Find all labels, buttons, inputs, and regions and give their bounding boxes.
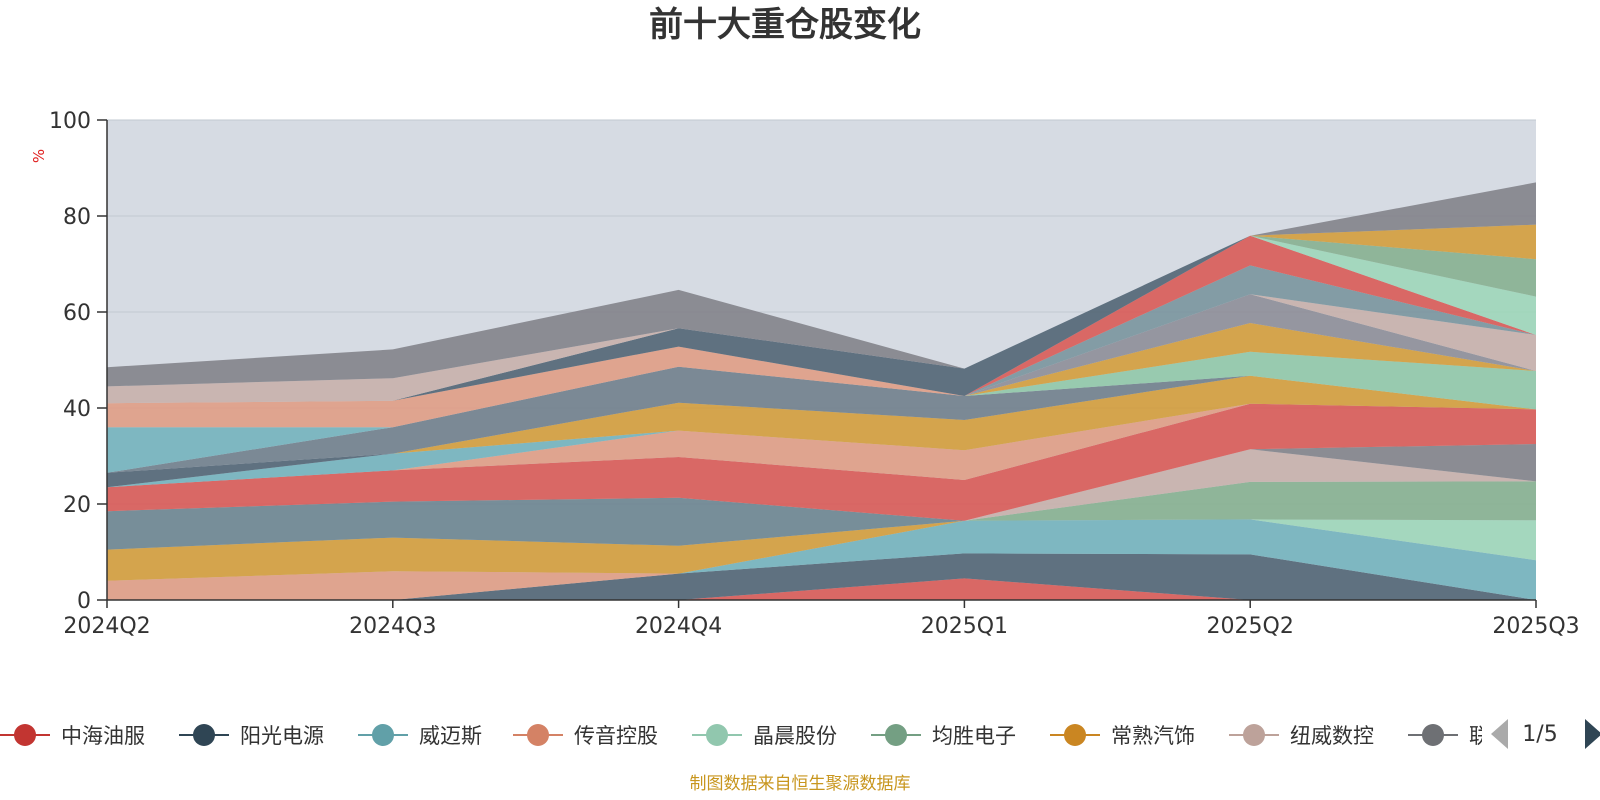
x-tick-label: 2025Q3 [1492,614,1579,639]
legend-item-2[interactable]: 阳光电源 [179,724,324,748]
series-area-30[interactable] [107,182,1536,387]
legend-label: 中海油服 [61,724,145,748]
series-area-6[interactable] [107,481,1536,581]
legend-marker-icon [527,724,549,746]
series-area-19[interactable] [107,294,1536,473]
legend-marker-icon [1422,724,1444,746]
legend-marker-icon [372,724,394,746]
legend-label: 晶晨股份 [753,724,837,748]
legend-label: 联 [1469,724,1490,748]
legend-label: 常熟汽饰 [1111,724,1195,748]
legend-marker-icon [193,724,215,746]
legend-item-6[interactable]: 均胜电子 [871,724,1016,748]
legend-label: 阳光电源 [240,724,324,748]
chart-title: 前十大重仓股变化 [649,5,921,45]
y-tick-label: 100 [49,109,91,134]
legend-prev-page-icon[interactable] [1491,719,1508,749]
legend-item-4[interactable]: 传音控股 [513,724,658,748]
plot-area [107,119,1536,600]
x-tick-label: 2024Q2 [63,614,150,639]
series-area-10[interactable] [107,444,1536,550]
legend-item-1[interactable]: 中海油服 [0,724,145,748]
legend: 中海油服 阳光电源 威迈斯 传音控股 晶晨股份 均胜电子 常熟汽饰 纽威数控 联 [0,724,1490,748]
legend-label: 均胜电子 [932,724,1016,748]
y-tick-label: 40 [63,397,91,422]
legend-marker-icon [885,724,907,746]
legend-marker-icon [706,724,728,746]
series-area-18[interactable] [107,323,1536,473]
legend-marker-icon [1064,724,1086,746]
series-area-17[interactable] [107,351,1536,473]
y-tick-label: 60 [63,301,91,326]
x-tick-label: 2025Q2 [1207,614,1294,639]
legend-label: 传音控股 [574,724,658,748]
legend-pager: 1/5 [1491,719,1600,749]
data-source-note: 制图数据来自恒生聚源数据库 [690,774,911,794]
series-area-28[interactable] [107,224,1536,404]
y-tick-label: 0 [77,589,91,614]
legend-item-7[interactable]: 常熟汽饰 [1050,724,1195,748]
series-area-16[interactable] [107,366,1536,473]
legend-marker-icon [1243,724,1265,746]
axes: 0 20 40 60 80 100 2024Q2 2024Q3 2024Q4 2025Q1 2025… [49,109,1580,639]
series-area-27[interactable] [107,235,1536,404]
y-tick-label: 20 [63,493,91,518]
legend-item-5[interactable]: 晶晨股份 [692,724,837,748]
series-area-26[interactable] [107,235,1536,404]
series-area-9[interactable] [107,444,1536,550]
series-area-7[interactable] [107,481,1536,581]
x-tick-label: 2025Q1 [921,614,1008,639]
y-tick-label: 80 [63,205,91,230]
series-area-12[interactable] [107,403,1536,488]
legend-item-8[interactable]: 纽威数控 [1229,724,1374,748]
legend-item-3[interactable]: 威迈斯 [358,724,482,748]
legend-label: 威迈斯 [419,724,482,748]
x-tick-label: 2024Q3 [349,614,436,639]
legend-marker-icon [14,724,36,746]
series-area-11[interactable] [107,403,1536,521]
series-area-8[interactable] [107,449,1536,550]
series-area-3[interactable] [107,519,1536,600]
series-area-21[interactable] [107,265,1536,473]
series-area-23[interactable] [107,235,1536,428]
legend-next-page-icon[interactable] [1585,719,1600,749]
series-area-15[interactable] [107,375,1536,473]
series-area-2[interactable] [107,553,1536,600]
legend-items: 中海油服 阳光电源 威迈斯 传音控股 晶晨股份 均胜电子 常熟汽饰 纽威数控 联 [0,724,1490,748]
series-area-24[interactable] [107,235,1536,428]
legend-page-indicator: 1/5 [1522,722,1557,747]
legend-item-9[interactable]: 联 [1408,724,1490,748]
x-tick-label: 2024Q4 [635,614,722,639]
y-axis-unit: % [30,149,48,163]
series-area-5[interactable] [107,519,1536,581]
series-area-4[interactable] [107,519,1536,600]
series-area-29[interactable] [107,224,1536,404]
legend-label: 纽威数控 [1290,724,1374,748]
